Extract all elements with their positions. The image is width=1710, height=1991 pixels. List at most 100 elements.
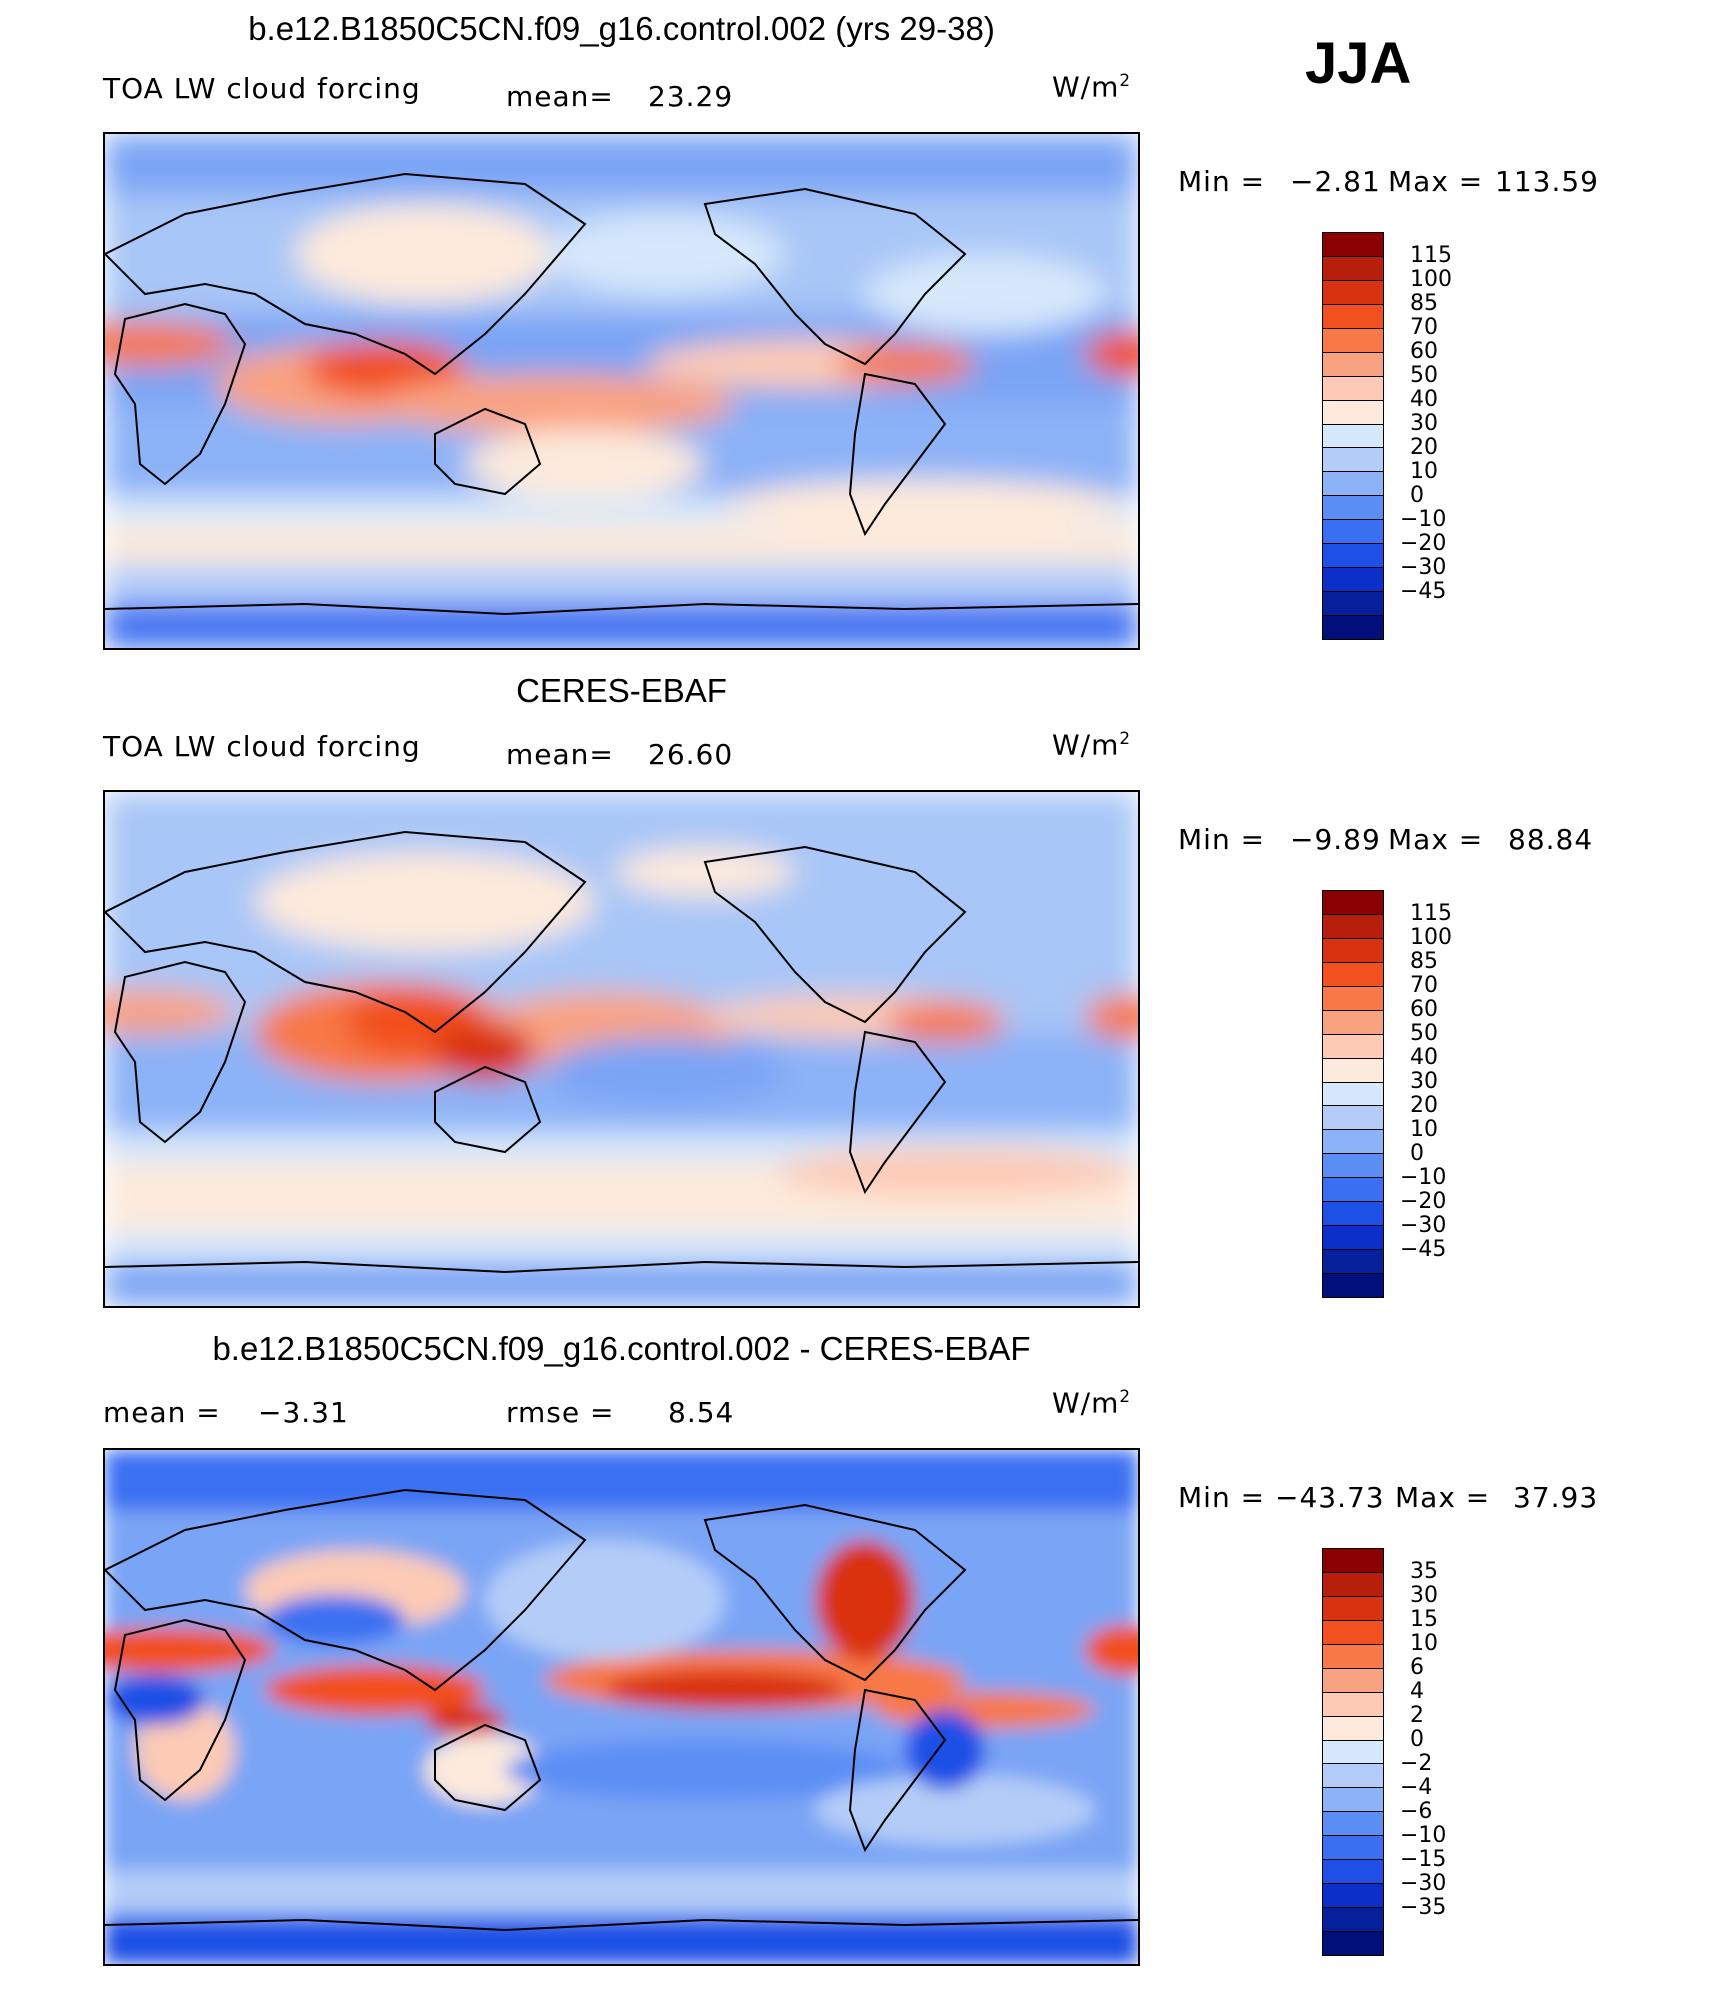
coastline-south-america-3: [848, 1688, 947, 1853]
coastline-eurasia-3: [105, 1488, 587, 1692]
coastline-north-america-3: [703, 1503, 967, 1682]
colorbar-tick-label: −45: [1400, 1237, 1447, 1262]
colorbar-segment: [1323, 1178, 1383, 1203]
coastline-antarctica: [105, 602, 1138, 616]
panel-1-mean-label: mean=: [506, 80, 614, 113]
panel-2-units: W/m2: [1052, 728, 1132, 762]
panel-3-rmse-value: 8.54: [668, 1396, 735, 1429]
colorbar-segment: [1323, 962, 1383, 987]
coastline-eurasia: [105, 172, 587, 376]
colorbar-segment: [1323, 1644, 1383, 1669]
colorbar-tick-label: −10: [1400, 507, 1447, 532]
colorbar-tick-label: −35: [1400, 1895, 1447, 1920]
panel-1-min-label: Min =: [1178, 165, 1266, 198]
colorbar-tick-label: −30: [1400, 1871, 1447, 1896]
colorbar-tick-label: 2: [1410, 1703, 1424, 1728]
colorbar-tick-label: 60: [1410, 339, 1438, 364]
colorbar-tick-label: 100: [1410, 925, 1452, 950]
colorbar-segment: [1323, 1620, 1383, 1645]
colorbar-segment: [1323, 1202, 1383, 1227]
panel-1-title: b.e12.B1850C5CN.f09_g16.control.002 (yrs…: [248, 10, 995, 47]
colorbar-segment: [1323, 1596, 1383, 1621]
colorbar-tick-label: −30: [1400, 1213, 1447, 1238]
panel-3-mean-label: mean =: [103, 1396, 221, 1429]
colorbar-segment: [1323, 1908, 1383, 1932]
colorbar-segment: [1323, 424, 1383, 449]
panel-3-min-value: −43.73: [1275, 1481, 1385, 1514]
colorbar-segment: [1323, 1884, 1383, 1909]
panel-3-units: W/m2: [1052, 1386, 1132, 1420]
colorbar-tick-label: 115: [1410, 243, 1452, 268]
colorbar-segment: [1323, 1106, 1383, 1131]
colorbar-segment: [1323, 1860, 1383, 1885]
colorbar-segment: [1323, 986, 1383, 1011]
panel-2-min-label: Min =: [1178, 823, 1266, 856]
panel-2-colorbar: [1322, 890, 1384, 1298]
colorbar-segment: [1323, 914, 1383, 939]
panel-3-min-label: Min =: [1178, 1481, 1266, 1514]
colorbar-segment: [1323, 1668, 1383, 1693]
panel-1-mean-value: 23.29: [648, 80, 734, 113]
coastline-antarctica-2: [105, 1260, 1138, 1274]
panel-2-max-label: Max =: [1388, 823, 1484, 856]
season-label: JJA: [1305, 31, 1412, 96]
panel-3-colorbar: [1322, 1548, 1384, 1956]
colorbar-segment: [1323, 400, 1383, 425]
colorbar-tick-label: 20: [1410, 435, 1438, 460]
colorbar-segment: [1323, 1058, 1383, 1083]
colorbar-segment: [1323, 616, 1383, 639]
colorbar-segment: [1323, 328, 1383, 353]
colorbar-segment: [1323, 592, 1383, 616]
colorbar-segment: [1323, 233, 1383, 257]
panel-2-title: CERES-EBAF: [516, 672, 727, 709]
colorbar-segment: [1323, 1764, 1383, 1789]
colorbar-segment: [1323, 1716, 1383, 1741]
panel-2-map: [103, 790, 1140, 1308]
coastline-africa: [113, 302, 247, 486]
colorbar-tick-label: −30: [1400, 555, 1447, 580]
colorbar-segment: [1323, 520, 1383, 545]
colorbar-tick-label: 35: [1410, 1559, 1438, 1584]
colorbar-segment: [1323, 1549, 1383, 1573]
colorbar-tick-label: 85: [1410, 949, 1438, 974]
colorbar-segment: [1323, 1812, 1383, 1837]
colorbar-segment: [1323, 280, 1383, 305]
colorbar-tick-label: 15: [1410, 1607, 1438, 1632]
colorbar-segment: [1323, 1932, 1383, 1955]
colorbar-tick-label: 4: [1410, 1679, 1424, 1704]
colorbar-segment: [1323, 1788, 1383, 1813]
colorbar-segment: [1323, 1154, 1383, 1179]
colorbar-tick-label: 50: [1410, 1021, 1438, 1046]
colorbar-tick-label: 30: [1410, 411, 1438, 436]
colorbar-segment: [1323, 544, 1383, 569]
colorbar-segment: [1323, 304, 1383, 329]
panel-2-mean-value: 26.60: [648, 738, 734, 771]
panel-3-title: b.e12.B1850C5CN.f09_g16.control.002 - CE…: [212, 1330, 1031, 1367]
colorbar-segment: [1323, 1572, 1383, 1597]
colorbar-tick-label: 50: [1410, 363, 1438, 388]
colorbar-tick-label: 10: [1410, 1117, 1438, 1142]
colorbar-segment: [1323, 1130, 1383, 1155]
colorbar-segment: [1323, 448, 1383, 473]
colorbar-tick-label: 0: [1410, 1727, 1424, 1752]
panel-2-mean-label: mean=: [506, 738, 614, 771]
colorbar-segment: [1323, 1250, 1383, 1274]
colorbar-tick-label: 10: [1410, 1631, 1438, 1656]
colorbar-segment: [1323, 352, 1383, 377]
colorbar-segment: [1323, 1226, 1383, 1251]
colorbar-tick-label: −4: [1400, 1775, 1433, 1800]
colorbar-segment: [1323, 891, 1383, 915]
panel-3-map: [103, 1448, 1140, 1966]
coastline-africa-3: [113, 1618, 247, 1802]
colorbar-segment: [1323, 1274, 1383, 1297]
panel-1-units: W/m2: [1052, 70, 1132, 104]
panel-1-variable: TOA LW cloud forcing: [103, 72, 421, 105]
colorbar-segment: [1323, 1692, 1383, 1717]
colorbar-tick-label: 85: [1410, 291, 1438, 316]
colorbar-segment: [1323, 1740, 1383, 1765]
colorbar-segment: [1323, 1034, 1383, 1059]
colorbar-tick-label: 70: [1410, 973, 1438, 998]
colorbar-tick-label: 30: [1410, 1583, 1438, 1608]
panel-3-max-label: Max =: [1395, 1481, 1491, 1514]
colorbar-tick-label: −10: [1400, 1165, 1447, 1190]
